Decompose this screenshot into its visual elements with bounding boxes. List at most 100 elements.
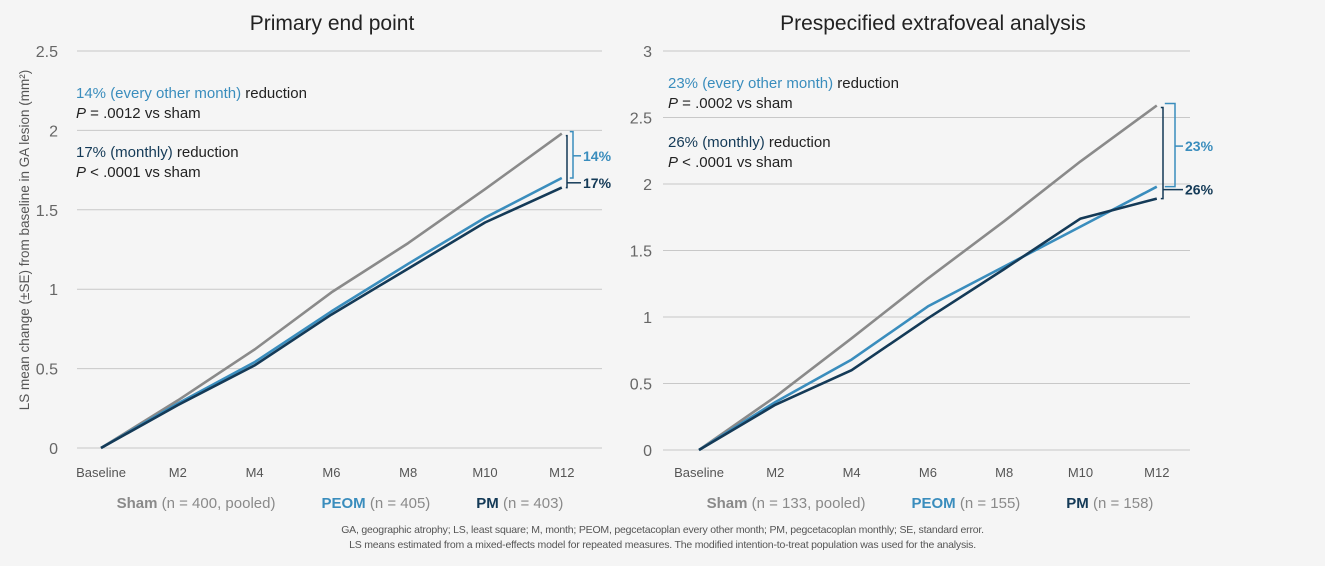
annotation-block: 14% (every other month) reduction P = .0… bbox=[76, 85, 307, 181]
annotation-pm-pct: 17% (monthly) bbox=[76, 144, 173, 161]
footnote-methods: LS means estimated from a mixed-effects … bbox=[349, 539, 976, 551]
x-tick-label: M6 bbox=[322, 465, 340, 480]
x-tick-label: M12 bbox=[549, 465, 574, 480]
legend-pm-detail: (n = 403) bbox=[499, 495, 564, 512]
legend-pm-name: PM bbox=[1066, 495, 1089, 512]
annotation-peom-pvalue: P = .0002 vs sham bbox=[668, 95, 793, 112]
bracket-pm-label: 26% bbox=[1185, 182, 1214, 198]
legend-row: Sham (n = 400, pooled) PEOM (n = 405) PM (… bbox=[117, 495, 564, 512]
reduction-brackets: 23% 26% bbox=[1160, 102, 1214, 200]
series-lines bbox=[698, 104, 1158, 452]
x-tick-label: M8 bbox=[399, 465, 417, 480]
panel-primary-end-point: Primary end point 0 0.5 1 1.5 2 2.5 Baseline M… bbox=[36, 12, 612, 512]
legend-sham-detail: (n = 133, pooled) bbox=[747, 495, 865, 512]
x-tick-label: M8 bbox=[995, 465, 1013, 480]
gridlines bbox=[77, 50, 602, 449]
p-italic: P bbox=[76, 164, 86, 181]
annotation-pm: 26% (monthly) reduction bbox=[668, 134, 831, 151]
legend-row: Sham (n = 133, pooled) PEOM (n = 155) PM (… bbox=[707, 495, 1154, 512]
panel-extrafoveal-analysis: Prespecified extrafoveal analysis 0 0.5 1 1… bbox=[630, 12, 1214, 512]
p-italic: P bbox=[668, 95, 678, 112]
p-value: < .0001 vs sham bbox=[86, 164, 201, 181]
legend-pm-name: PM bbox=[476, 495, 499, 512]
chart-title: Prespecified extrafoveal analysis bbox=[780, 12, 1086, 35]
x-tick-label: M6 bbox=[919, 465, 937, 480]
legend-peom-name: PEOM bbox=[321, 495, 365, 512]
annotation-peom-pct: 23% (every other month) bbox=[668, 75, 833, 92]
x-tick-label: M10 bbox=[472, 465, 497, 480]
p-italic: P bbox=[668, 154, 678, 171]
series-line-peom bbox=[100, 176, 563, 450]
bracket-peom-label: 14% bbox=[583, 148, 612, 164]
legend-sham-name: Sham bbox=[117, 495, 158, 512]
y-tick-label: 0 bbox=[49, 441, 58, 458]
gridlines bbox=[663, 50, 1190, 451]
x-tick-labels: Baseline M2 M4 M6 M8 M10 M12 bbox=[76, 465, 574, 480]
x-tick-label: M2 bbox=[766, 465, 784, 480]
y-tick-labels: 0 0.5 1 1.5 2 2.5 bbox=[36, 44, 58, 458]
legend-peom-detail: (n = 405) bbox=[366, 495, 431, 512]
legend: Sham (n = 133, pooled) PEOM (n = 155) PM (… bbox=[707, 495, 1154, 512]
series-line-sham bbox=[698, 104, 1158, 452]
annotation-peom-pct: 14% (every other month) bbox=[76, 85, 241, 102]
p-italic: P bbox=[76, 105, 86, 122]
legend-pm-detail: (n = 158) bbox=[1089, 495, 1154, 512]
legend-sham-name: Sham bbox=[707, 495, 748, 512]
annotation-pm-pct: 26% (monthly) bbox=[668, 134, 765, 151]
annotation-pm: 17% (monthly) reduction bbox=[76, 144, 239, 161]
x-tick-label: Baseline bbox=[674, 465, 724, 480]
annotation-pm-rest: reduction bbox=[173, 144, 239, 161]
x-tick-label: M2 bbox=[169, 465, 187, 480]
series-line-pm bbox=[100, 186, 563, 450]
series-line-peom bbox=[698, 185, 1158, 452]
x-tick-label: M4 bbox=[246, 465, 264, 480]
y-tick-label: 0 bbox=[643, 443, 652, 460]
x-tick-label: M4 bbox=[843, 465, 861, 480]
annotation-pm-pvalue: P < .0001 vs sham bbox=[668, 154, 793, 171]
legend-peom-detail: (n = 155) bbox=[956, 495, 1021, 512]
reduction-brackets: 14% 17% bbox=[565, 130, 612, 191]
legend-peom-name: PEOM bbox=[911, 495, 955, 512]
y-tick-labels: 0 0.5 1 1.5 2 2.5 3 bbox=[630, 44, 652, 460]
annotation-peom-rest: reduction bbox=[241, 85, 307, 102]
charts-figure: LS mean change (±SE) from baseline in GA… bbox=[17, 12, 1214, 512]
bracket-pm bbox=[565, 134, 568, 189]
footnote-abbreviations: GA, geographic atrophy; LS, least square… bbox=[341, 524, 984, 536]
p-value: < .0001 vs sham bbox=[678, 154, 793, 171]
y-tick-label: 2 bbox=[643, 177, 652, 194]
annotation-peom: 14% (every other month) reduction bbox=[76, 85, 307, 102]
annotation-peom: 23% (every other month) reduction bbox=[668, 75, 899, 92]
annotation-block: 23% (every other month) reduction P = .0… bbox=[668, 75, 899, 171]
y-tick-label: 1 bbox=[643, 310, 652, 327]
y-axis-label: LS mean change (±SE) from baseline in GA… bbox=[17, 70, 32, 411]
annotation-peom-pvalue: P = .0012 vs sham bbox=[76, 105, 201, 122]
y-tick-label: 2.5 bbox=[36, 44, 58, 61]
y-tick-label: 2.5 bbox=[630, 111, 652, 128]
y-tick-label: 0.5 bbox=[630, 377, 652, 394]
y-tick-label: 3 bbox=[643, 44, 652, 61]
y-tick-label: 1 bbox=[49, 282, 58, 299]
y-tick-label: 0.5 bbox=[36, 362, 58, 379]
bracket-peom bbox=[1164, 102, 1176, 188]
y-tick-label: 1.5 bbox=[36, 203, 58, 220]
x-tick-labels: Baseline M2 M4 M6 M8 M10 M12 bbox=[674, 465, 1169, 480]
annotation-pm-pvalue: P < .0001 vs sham bbox=[76, 164, 201, 181]
annotation-peom-rest: reduction bbox=[833, 75, 899, 92]
x-tick-label: M10 bbox=[1068, 465, 1093, 480]
bracket-pm bbox=[1160, 106, 1164, 200]
y-tick-label: 1.5 bbox=[630, 244, 652, 261]
annotation-pm-rest: reduction bbox=[765, 134, 831, 151]
bracket-peom-label: 23% bbox=[1185, 138, 1214, 154]
p-value: = .0012 vs sham bbox=[86, 105, 201, 122]
chart-title: Primary end point bbox=[250, 12, 415, 35]
x-tick-label: Baseline bbox=[76, 465, 126, 480]
series-line-sham bbox=[100, 132, 563, 450]
series-line-pm bbox=[698, 197, 1158, 452]
p-value: = .0002 vs sham bbox=[678, 95, 793, 112]
series-lines bbox=[100, 132, 563, 450]
y-tick-label: 2 bbox=[49, 123, 58, 140]
legend: Sham (n = 400, pooled) PEOM (n = 405) PM (… bbox=[117, 495, 564, 512]
bracket-peom bbox=[569, 130, 574, 179]
bracket-pm-label: 17% bbox=[583, 175, 612, 191]
x-tick-label: M12 bbox=[1144, 465, 1169, 480]
